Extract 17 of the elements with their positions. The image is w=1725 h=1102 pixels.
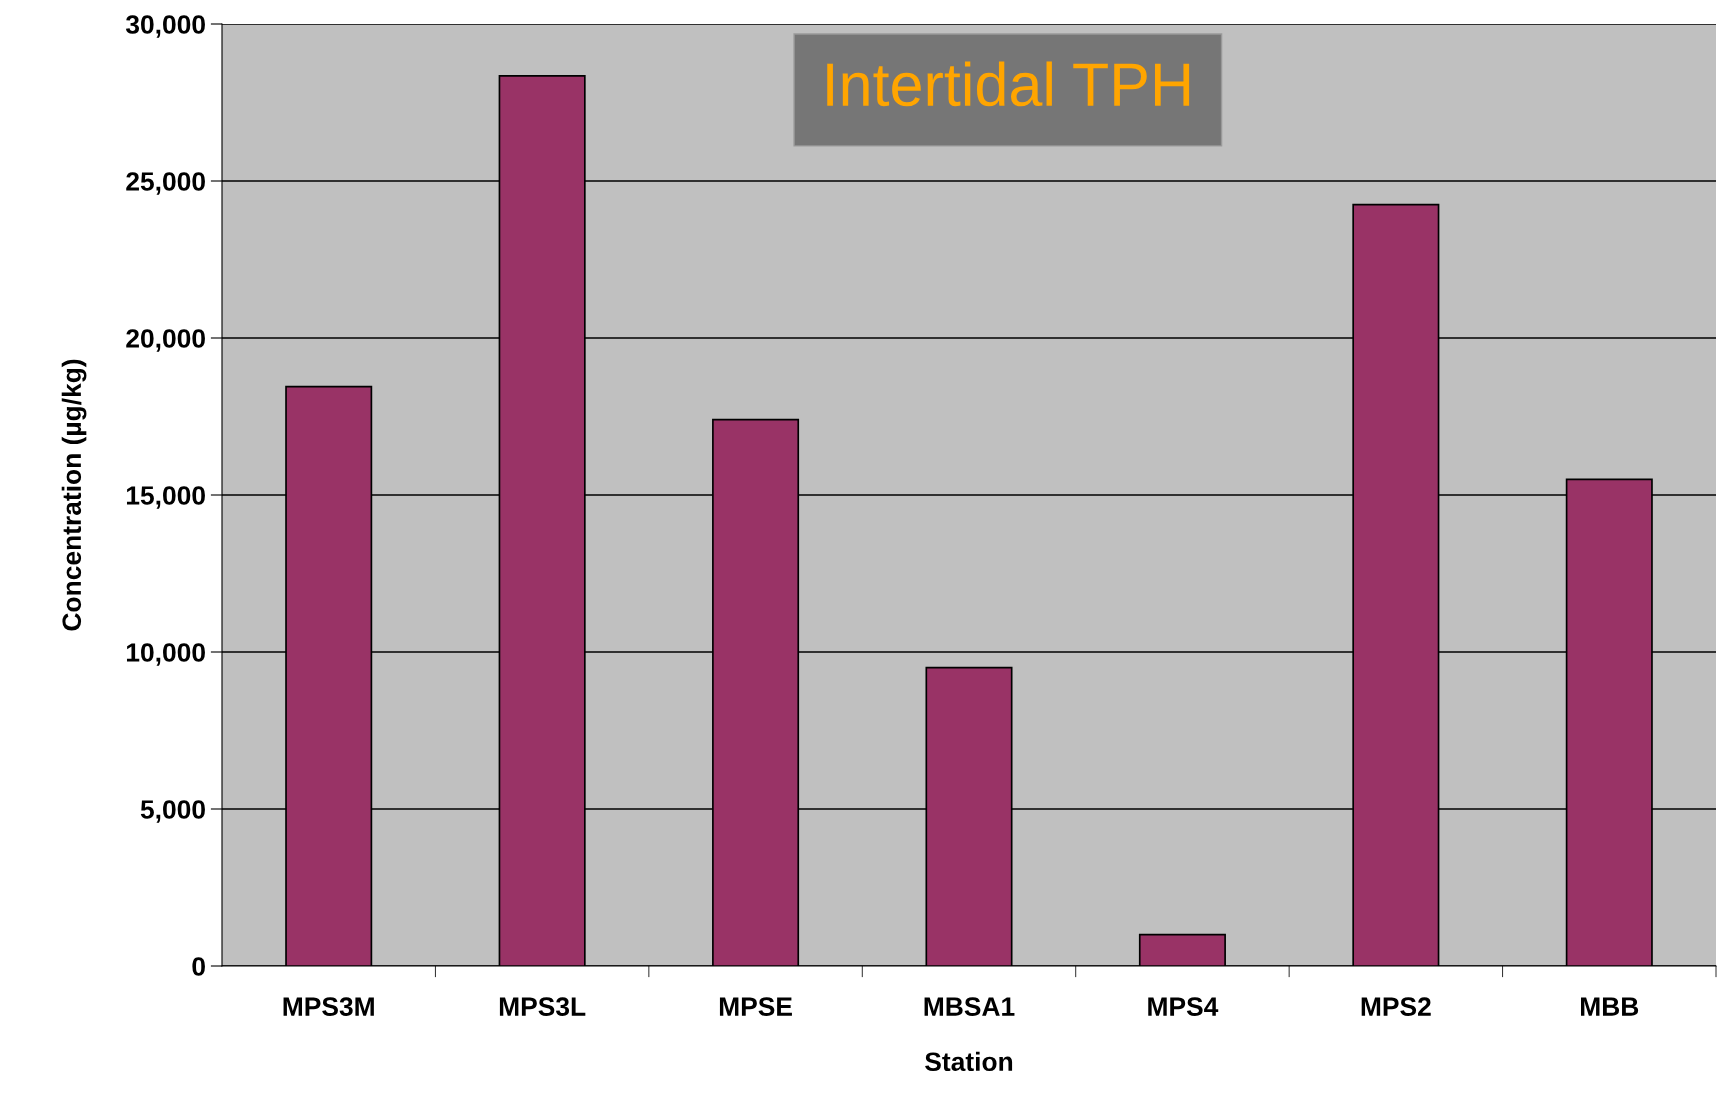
x-tick-label: MPSE (719, 997, 792, 1016)
x-tick-label: MPS3M (283, 997, 374, 1016)
y-tick-label: 20,000 (126, 329, 205, 352)
x-tick-label: MBB (1581, 997, 1639, 1016)
y-axis-title: Concentration (µg/kg) (61, 359, 87, 631)
x-tick-label: MPS3L (499, 997, 586, 1016)
y-tick-label: 10,000 (126, 643, 205, 666)
chart-title: Intertidal TPH (827, 61, 1190, 107)
y-tick-label: 5,000 (140, 800, 205, 823)
x-tick-label: MPS2 (1361, 997, 1431, 1016)
y-tick-label: 30,000 (125, 15, 205, 38)
x-tick-label: MBSA1 (924, 997, 1015, 1016)
x-axis-title: Station (925, 1051, 1013, 1072)
x-tick-label: MPS4 (1148, 997, 1219, 1016)
y-tick-label: 25,000 (126, 172, 205, 195)
y-tick-label: 0 (192, 957, 205, 976)
y-tick-label: 15,000 (126, 486, 205, 509)
